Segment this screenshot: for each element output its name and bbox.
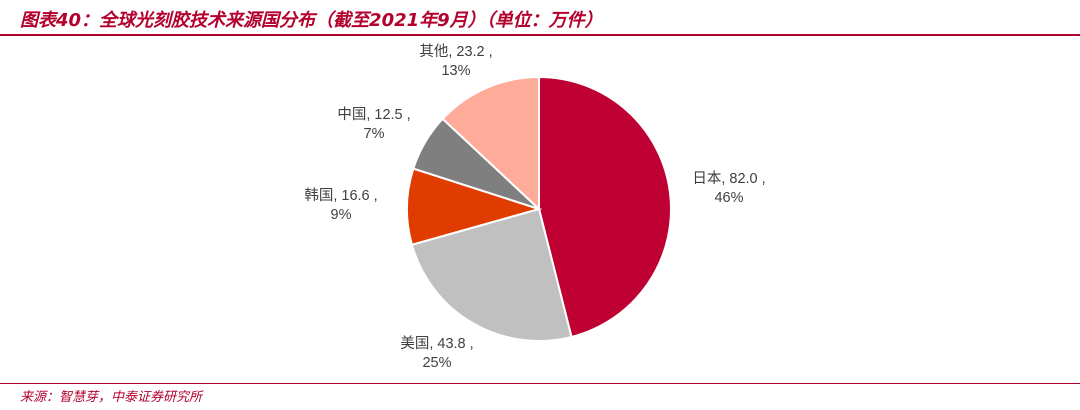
pie-slice-5 — [441, 75, 540, 212]
slice-label-2: 美国, 43.8 , 25% — [400, 335, 473, 371]
pie-chart: 日本, 82.0 , 46% 美国, 43.8 , 25% 韩国, 16.6 , 9% 中国… — [304, 43, 765, 371]
slice-label-value: 日本, 82.0 , — [692, 170, 765, 187]
title-divider — [0, 34, 1080, 36]
slice-label-percent: 7% — [364, 126, 385, 142]
slice-label-percent: 9% — [331, 207, 352, 223]
slice-label-percent: 46% — [714, 190, 743, 206]
slice-label-value: 其他, 23.2 , — [419, 43, 492, 60]
slice-label-percent: 25% — [422, 355, 451, 371]
slice-label-value: 美国, 43.8 , — [400, 335, 473, 352]
source-note: 来源：智慧芽，中泰证券研究所 — [20, 390, 203, 405]
slice-label-value: 韩国, 16.6 , — [304, 187, 377, 204]
chart-title: 图表40：全球光刻胶技术来源国分布（截至2021年9月）（单位：万件） — [20, 10, 603, 31]
slice-label-percent: 13% — [441, 63, 470, 79]
pie-slice-3 — [406, 167, 543, 246]
footer-divider — [0, 383, 1080, 384]
pie-slices — [406, 75, 672, 342]
pie-slice-2 — [410, 207, 573, 342]
slice-label-4: 中国, 12.5 , 7% — [337, 106, 410, 142]
pie-slice-1 — [538, 75, 672, 339]
slice-label-value: 中国, 12.5 , — [337, 106, 410, 123]
pie-labels: 日本, 82.0 , 46% 美国, 43.8 , 25% 韩国, 16.6 , 9% 中国… — [304, 43, 765, 371]
slice-label-1: 日本, 82.0 , 46% — [692, 170, 765, 206]
slice-label-3: 韩国, 16.6 , 9% — [304, 187, 377, 223]
slice-label-5: 其他, 23.2 , 13% — [419, 43, 492, 79]
